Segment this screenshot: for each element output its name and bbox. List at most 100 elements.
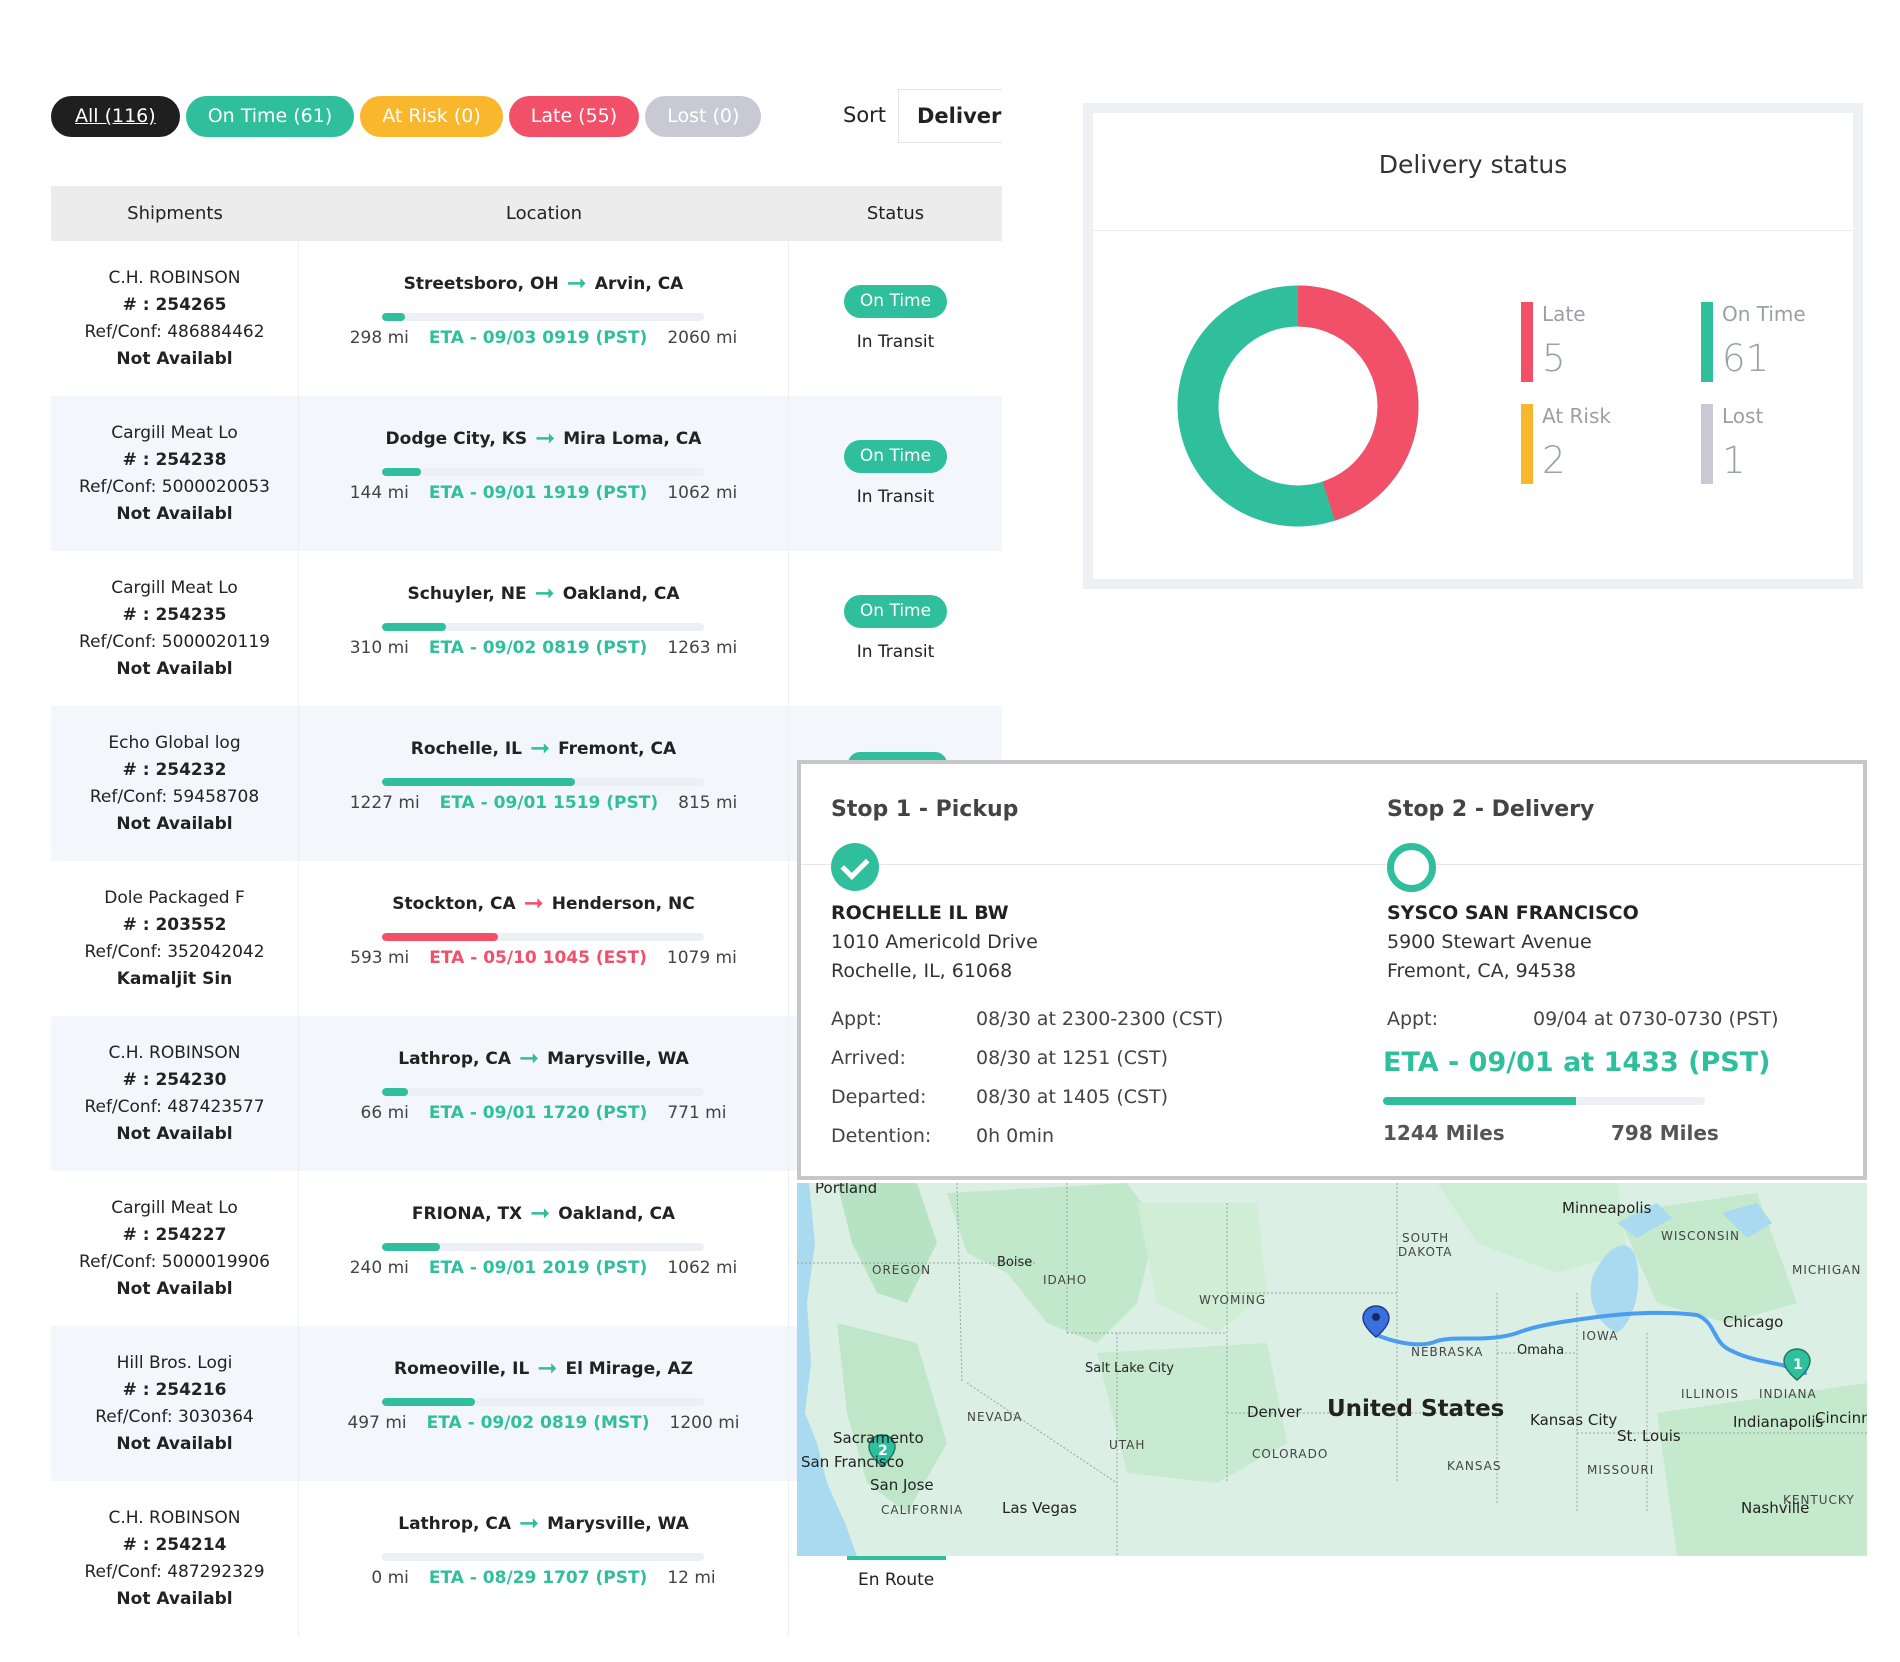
table-row[interactable]: C.H. ROBINSON # : 254265 Ref/Conf: 4868844… bbox=[51, 241, 1002, 396]
table-row[interactable]: Cargill Meat Lo # : 254238 Ref/Conf: 50000… bbox=[51, 396, 1002, 551]
map-label-san-jose: San Jose bbox=[870, 1476, 934, 1494]
distance-done: 593 mi bbox=[350, 948, 410, 968]
map-label-dakota: DAKOTA bbox=[1398, 1245, 1453, 1259]
status-filter-bar: All (116) On Time (61) At Risk (0) Late … bbox=[51, 96, 762, 137]
route-progress-bar bbox=[382, 1243, 704, 1251]
delivery-progress-fill bbox=[1383, 1097, 1577, 1105]
driver-name: Not Availabl bbox=[116, 1278, 233, 1299]
route-distance-line: 298 mi ETA - 09/03 0919 (PST) 2060 mi bbox=[299, 328, 788, 348]
distance-remaining: 2060 mi bbox=[667, 328, 738, 348]
map-label-kentucky: KENTUCKY bbox=[1783, 1493, 1855, 1507]
filter-at-risk-pill[interactable]: At Risk (0) bbox=[360, 96, 503, 137]
map-label-indianapolis: Indianapolis bbox=[1733, 1413, 1824, 1431]
eta-text: ETA - 09/02 0819 (MST) bbox=[426, 1413, 650, 1433]
route-distance-line: 66 mi ETA - 09/01 1720 (PST) 771 mi bbox=[299, 1103, 788, 1123]
delivery-address-line2: Fremont, CA, 94538 bbox=[1387, 960, 1577, 982]
table-row[interactable]: Cargill Meat Lo # : 254235 Ref/Conf: 50000… bbox=[51, 551, 1002, 706]
filter-on-time-pill[interactable]: On Time (61) bbox=[185, 96, 355, 137]
origin-city: Rochelle, IL bbox=[410, 739, 522, 759]
route-label: Lathrop, CA ➞ Marysville, WA bbox=[299, 1044, 788, 1072]
map-label-idaho: IDAHO bbox=[1043, 1273, 1088, 1287]
delivery-address-block: SYSCO SAN FRANCISCO 5900 Stewart Avenue … bbox=[1387, 899, 1639, 986]
shipment-number: # : 254238 bbox=[122, 449, 227, 470]
legend-at-risk-swatch bbox=[1521, 404, 1533, 484]
route-line bbox=[1377, 1310, 1807, 1375]
origin-city: FRIONA, TX bbox=[411, 1204, 523, 1224]
shipment-number: # : 254230 bbox=[122, 1069, 227, 1090]
shipment-cell[interactable]: Dole Packaged F # : 203552 Ref/Conf: 35204… bbox=[51, 861, 299, 1016]
shipment-cell[interactable]: Echo Global log # : 254232 Ref/Conf: 59458… bbox=[51, 706, 299, 861]
route-progress-bar bbox=[382, 468, 704, 476]
shipment-cell[interactable]: Cargill Meat Lo # : 254235 Ref/Conf: 50000… bbox=[51, 551, 299, 706]
driver-name: Not Availabl bbox=[116, 503, 233, 524]
column-header-shipments[interactable]: Shipments bbox=[127, 203, 223, 224]
route-map[interactable]: 2 1 Portland OREGON Boise IDAHO WYOMING … bbox=[797, 1183, 1867, 1556]
map-label-sacramento: Sacramento bbox=[833, 1429, 924, 1447]
sort-label: Sort bbox=[843, 103, 887, 127]
origin-pin-icon[interactable] bbox=[1362, 1305, 1390, 1338]
sort-dropdown[interactable]: Delivery bbox=[898, 89, 1002, 143]
location-cell: Lathrop, CA ➞ Marysville, WA 66 mi ETA - 09/… bbox=[299, 1016, 789, 1171]
column-header-location[interactable]: Location bbox=[505, 203, 583, 224]
carrier-name: Hill Bros. Logi bbox=[116, 1352, 233, 1373]
status-substatus: In Transit bbox=[856, 487, 935, 507]
route-distance-line: 0 mi ETA - 08/29 1707 (PST) 12 mi bbox=[299, 1568, 788, 1588]
carrier-name: C.H. ROBINSON bbox=[108, 267, 241, 288]
map-label-cincinnati: Cincinnati bbox=[1815, 1409, 1867, 1427]
driver-name: Not Availabl bbox=[116, 1588, 233, 1609]
stop-1-pin-label: 1 bbox=[1793, 1357, 1803, 1373]
stop-2-pin-icon[interactable] bbox=[868, 1434, 896, 1467]
distance-done: 144 mi bbox=[349, 483, 409, 503]
distance-done: 1227 mi bbox=[349, 793, 420, 813]
origin-city: Stockton, CA bbox=[392, 894, 516, 914]
status-badge[interactable]: On Time bbox=[843, 285, 948, 318]
shipment-cell[interactable]: C.H. ROBINSON # : 254214 Ref/Conf: 4872923… bbox=[51, 1481, 299, 1636]
legend-on-time-swatch bbox=[1701, 302, 1713, 382]
distance-done: 298 mi bbox=[349, 328, 409, 348]
route-distance-line: 497 mi ETA - 09/02 0819 (MST) 1200 mi bbox=[299, 1413, 788, 1433]
map-label-nashville: Nashville bbox=[1741, 1499, 1810, 1517]
route-progress-fill bbox=[382, 1088, 408, 1096]
stop-1-pin-icon[interactable] bbox=[1783, 1348, 1811, 1381]
map-label-colorado: COLORADO bbox=[1252, 1447, 1329, 1461]
shipment-cell[interactable]: Cargill Meat Lo # : 254227 Ref/Conf: 50000… bbox=[51, 1171, 299, 1326]
shipment-cell[interactable]: Hill Bros. Logi # : 254216 Ref/Conf: 30303… bbox=[51, 1326, 299, 1481]
route-distance-line: 1227 mi ETA - 09/01 1519 (PST) 815 mi bbox=[299, 793, 788, 813]
delivery-appt-value: 09/04 at 0730-0730 (PST) bbox=[1533, 1008, 1779, 1030]
origin-city: Streetsboro, OH bbox=[403, 274, 559, 294]
shipment-cell[interactable]: C.H. ROBINSON # : 254230 Ref/Conf: 4874235… bbox=[51, 1016, 299, 1171]
route-progress-bar bbox=[382, 623, 704, 631]
shipment-cell[interactable]: Cargill Meat Lo # : 254238 Ref/Conf: 50000… bbox=[51, 396, 299, 551]
map-label-wisconsin: WISCONSIN bbox=[1661, 1229, 1740, 1243]
ref-conf: Ref/Conf: 487423577 bbox=[84, 1096, 265, 1117]
shipment-number: # : 254265 bbox=[122, 294, 227, 315]
status-badge[interactable]: On Time bbox=[843, 440, 948, 473]
location-cell: Streetsboro, OH ➞ Arvin, CA 298 mi ETA - 09/… bbox=[299, 241, 789, 396]
column-header-status[interactable]: Status bbox=[866, 203, 925, 224]
pickup-arrived-label: Arrived: bbox=[831, 1047, 906, 1069]
carrier-name: Dole Packaged F bbox=[104, 887, 245, 908]
last-row-substatus: En Route bbox=[858, 1570, 935, 1590]
route-progress-fill bbox=[382, 933, 498, 941]
delivery-pending-circle-icon bbox=[1387, 843, 1436, 892]
location-cell: Stockton, CA ➞ Henderson, NC 593 mi ETA - 05… bbox=[299, 861, 789, 1016]
destination-city: Fremont, CA bbox=[558, 739, 677, 759]
filter-late-pill[interactable]: Late (55) bbox=[508, 96, 640, 137]
last-row-badge-edge bbox=[847, 1556, 946, 1560]
status-substatus: In Transit bbox=[856, 332, 935, 352]
map-label-las-vegas: Las Vegas bbox=[1002, 1499, 1077, 1517]
driver-name: Not Availabl bbox=[116, 1123, 233, 1144]
legend-on-time-label: On Time bbox=[1722, 302, 1806, 326]
table-row[interactable]: C.H. ROBINSON # : 254230 Ref/Conf: 4874235… bbox=[51, 1016, 1002, 1171]
map-label-united-states: United States bbox=[1327, 1396, 1505, 1422]
shipment-cell[interactable]: C.H. ROBINSON # : 254265 Ref/Conf: 4868844… bbox=[51, 241, 299, 396]
delivery-status-title: Delivery status bbox=[1093, 113, 1853, 231]
filter-all-pill[interactable]: All (116) bbox=[51, 96, 180, 137]
arrow-right-icon: ➞ bbox=[537, 1354, 558, 1382]
route-progress-fill bbox=[382, 623, 447, 631]
filter-lost-pill[interactable]: Lost (0) bbox=[645, 96, 762, 137]
eta-text: ETA - 09/03 0919 (PST) bbox=[428, 328, 648, 348]
status-badge[interactable]: On Time bbox=[843, 595, 948, 628]
distance-remaining: 1062 mi bbox=[667, 483, 738, 503]
carrier-name: Cargill Meat Lo bbox=[111, 577, 238, 598]
